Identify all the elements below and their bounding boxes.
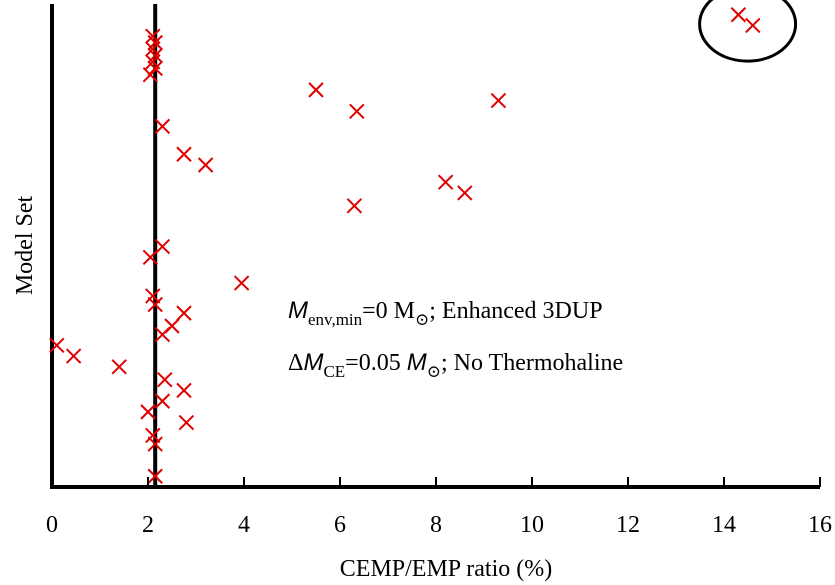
data-point <box>142 67 159 83</box>
x-tick-label: 8 <box>430 512 442 538</box>
data-point <box>154 326 171 343</box>
data-point <box>145 288 161 304</box>
annotation-line2: ΔMCE=0.05 M⊙; No Thermohaline <box>288 349 623 381</box>
data-point <box>176 146 192 162</box>
data-point <box>437 174 454 190</box>
x-tick-label: 6 <box>334 512 346 538</box>
plot-frame <box>50 4 820 489</box>
data-point <box>176 382 192 399</box>
x-tick-label: 16 <box>808 512 832 538</box>
data-point <box>147 468 163 484</box>
x-tick-label: 2 <box>142 512 154 538</box>
data-point <box>346 198 363 214</box>
data-point <box>490 92 507 109</box>
data-point <box>65 348 82 364</box>
data-point <box>154 118 171 135</box>
highlight-circle <box>698 0 798 63</box>
data-point <box>233 275 250 291</box>
y-axis-label: Model Set <box>12 196 38 296</box>
data-point <box>157 371 173 388</box>
data-point <box>730 7 747 23</box>
annotation-layer: Menv,min=0 M⊙; Enhanced 3DUP ΔMCE=0.05 M⊙… <box>288 297 623 381</box>
data-point <box>457 185 473 201</box>
data-point <box>176 305 192 321</box>
x-tick-label: 14 <box>712 512 736 538</box>
data-point <box>111 359 127 375</box>
data-points <box>49 7 761 484</box>
data-point <box>147 296 163 313</box>
data-point <box>154 393 171 409</box>
data-point <box>145 427 161 444</box>
highlight-layer <box>698 0 798 63</box>
data-point <box>308 82 324 98</box>
data-point <box>147 436 163 452</box>
x-tick-label: 4 <box>238 512 250 538</box>
x-axis-label: CEMP/EMP ratio (%) <box>340 556 552 582</box>
data-point <box>147 60 163 77</box>
data-point <box>140 404 156 420</box>
annotation-line1: Menv,min=0 M⊙; Enhanced 3DUP <box>288 297 603 329</box>
x-tick-label: 10 <box>520 512 544 538</box>
data-point <box>178 414 195 431</box>
x-ticks: 0 2 4 6 8 10 12 14 16 <box>46 477 832 538</box>
x-tick-label: 0 <box>46 512 58 538</box>
data-point <box>745 17 761 34</box>
data-point <box>142 249 159 266</box>
data-point <box>49 337 65 354</box>
x-tick-label: 12 <box>616 512 640 538</box>
data-point <box>349 103 365 120</box>
data-point <box>197 157 214 173</box>
